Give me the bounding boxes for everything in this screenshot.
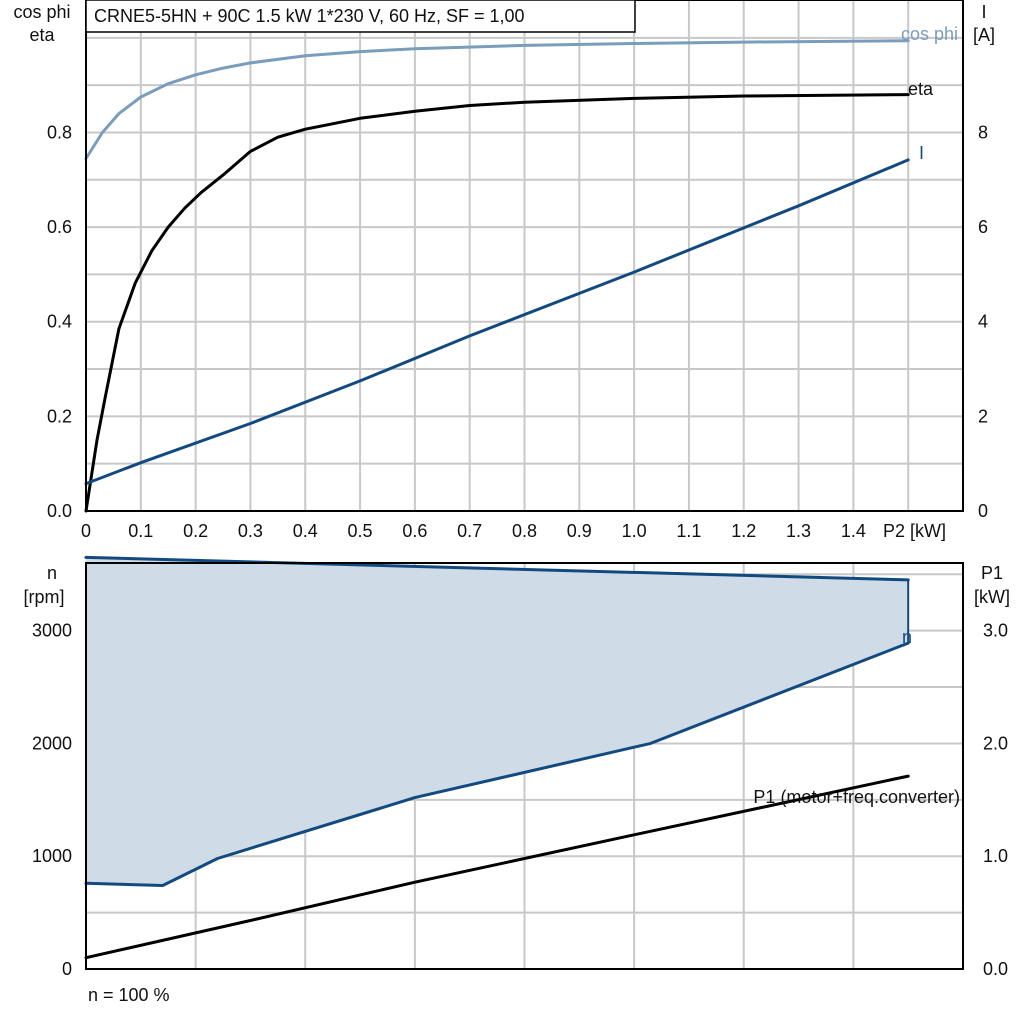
y-tick-label-left: 2000 — [32, 733, 72, 753]
series-line-eta — [84, 93, 910, 513]
x-tick-label: 1.1 — [676, 521, 701, 541]
speed-footnote: n = 100 % — [88, 985, 170, 1005]
y-tick-label-left: 3000 — [32, 621, 72, 641]
top-curves — [84, 39, 910, 513]
y-tick-label-left: 0 — [62, 959, 72, 979]
top-plot-frame — [85, 0, 964, 512]
series-label-n: n — [902, 627, 912, 647]
x-tick-label: 0.7 — [457, 521, 482, 541]
y-tick-label-left: 0.6 — [47, 217, 72, 237]
right-axis-unit-kw: [kW] — [974, 587, 1010, 607]
y-tick-label-left: 0.8 — [47, 122, 72, 142]
x-tick-label: 0.2 — [183, 521, 208, 541]
top-x-tick-labels: 0 0.1 0.2 0.3 0.4 0.5 0.6 0.7 0.8 0.9 1.0 1.1 1.2 1.3… — [81, 521, 866, 541]
bottom-panel: n [rpm] P1 [kW] 0 1000 2000 3000 0.0 1.0 2.0 3… — [23, 555, 1010, 1005]
y-tick-label-left: 0.2 — [47, 406, 72, 426]
y-tick-label-left: 0.0 — [47, 501, 72, 521]
series-line-cosphi — [84, 39, 910, 160]
top-right-tick-labels: 0 2 4 6 8 — [978, 122, 988, 521]
bottom-right-tick-labels: 0.0 1.0 2.0 3.0 — [983, 621, 1008, 979]
y-tick-label-right: 3.0 — [983, 621, 1008, 641]
series-line-i — [84, 158, 910, 486]
bottom-curves — [84, 555, 910, 960]
title-box — [85, 0, 636, 33]
y-tick-label-right: 6 — [978, 217, 988, 237]
series-line-n — [84, 555, 910, 582]
left-axis-unit-rpm: [rpm] — [23, 587, 64, 607]
x-tick-label: 1.2 — [731, 521, 756, 541]
y-tick-label-right: 2 — [978, 406, 988, 426]
y-tick-label-right: 4 — [978, 312, 988, 332]
x-tick-label: 0.1 — [128, 521, 153, 541]
top-left-tick-labels: 0.0 0.2 0.4 0.6 0.8 — [47, 122, 72, 521]
y-tick-label-left: 0.4 — [47, 312, 72, 332]
series-label-eta: eta — [908, 79, 934, 99]
x-tick-label: 0.4 — [293, 521, 318, 541]
bottom-plot-frame — [85, 562, 964, 970]
series-label-cosphi: cos phi — [901, 24, 958, 44]
y-tick-label-right: 2.0 — [983, 733, 1008, 753]
x-tick-label: 1.4 — [841, 521, 866, 541]
y-tick-label-right: 1.0 — [983, 846, 1008, 866]
series-label-i: I — [919, 143, 924, 163]
x-axis-label: P2 [kW] — [883, 521, 946, 541]
right-axis-unit-a: [A] — [973, 25, 995, 45]
x-tick-label: 0.3 — [238, 521, 263, 541]
top-panel: CRNE5-5HN + 90C 1.5 kW 1*230 V, 60 Hz, S… — [13, 0, 995, 541]
y-tick-label-right: 8 — [978, 122, 988, 142]
left-axis-label-cosphi: cos phi — [13, 2, 70, 22]
x-tick-label: 0.6 — [402, 521, 427, 541]
x-tick-label: 0 — [81, 521, 91, 541]
chart-title: CRNE5-5HN + 90C 1.5 kW 1*230 V, 60 Hz, S… — [94, 6, 525, 26]
left-axis-label-eta: eta — [29, 25, 55, 45]
series-line-n-min — [84, 641, 910, 887]
x-tick-label: 0.9 — [567, 521, 592, 541]
y-tick-label-left: 1000 — [32, 846, 72, 866]
speed-range-band — [86, 557, 909, 886]
right-axis-label-i: I — [981, 2, 986, 22]
x-tick-label: 0.8 — [512, 521, 537, 541]
x-tick-label: 0.5 — [348, 521, 373, 541]
y-tick-label-right: 0 — [978, 501, 988, 521]
top-grid — [86, 0, 963, 511]
series-label-p1: P1 (motor+freq.converter) — [753, 787, 960, 807]
y-tick-label-right: 0.0 — [983, 959, 1008, 979]
left-axis-label-n: n — [47, 563, 57, 583]
x-tick-label: 1.0 — [622, 521, 647, 541]
bottom-left-tick-labels: 0 1000 2000 3000 — [32, 621, 72, 979]
series-line-p1 — [84, 774, 910, 960]
right-axis-label-p1: P1 — [981, 563, 1003, 583]
x-tick-label: 1.3 — [786, 521, 811, 541]
